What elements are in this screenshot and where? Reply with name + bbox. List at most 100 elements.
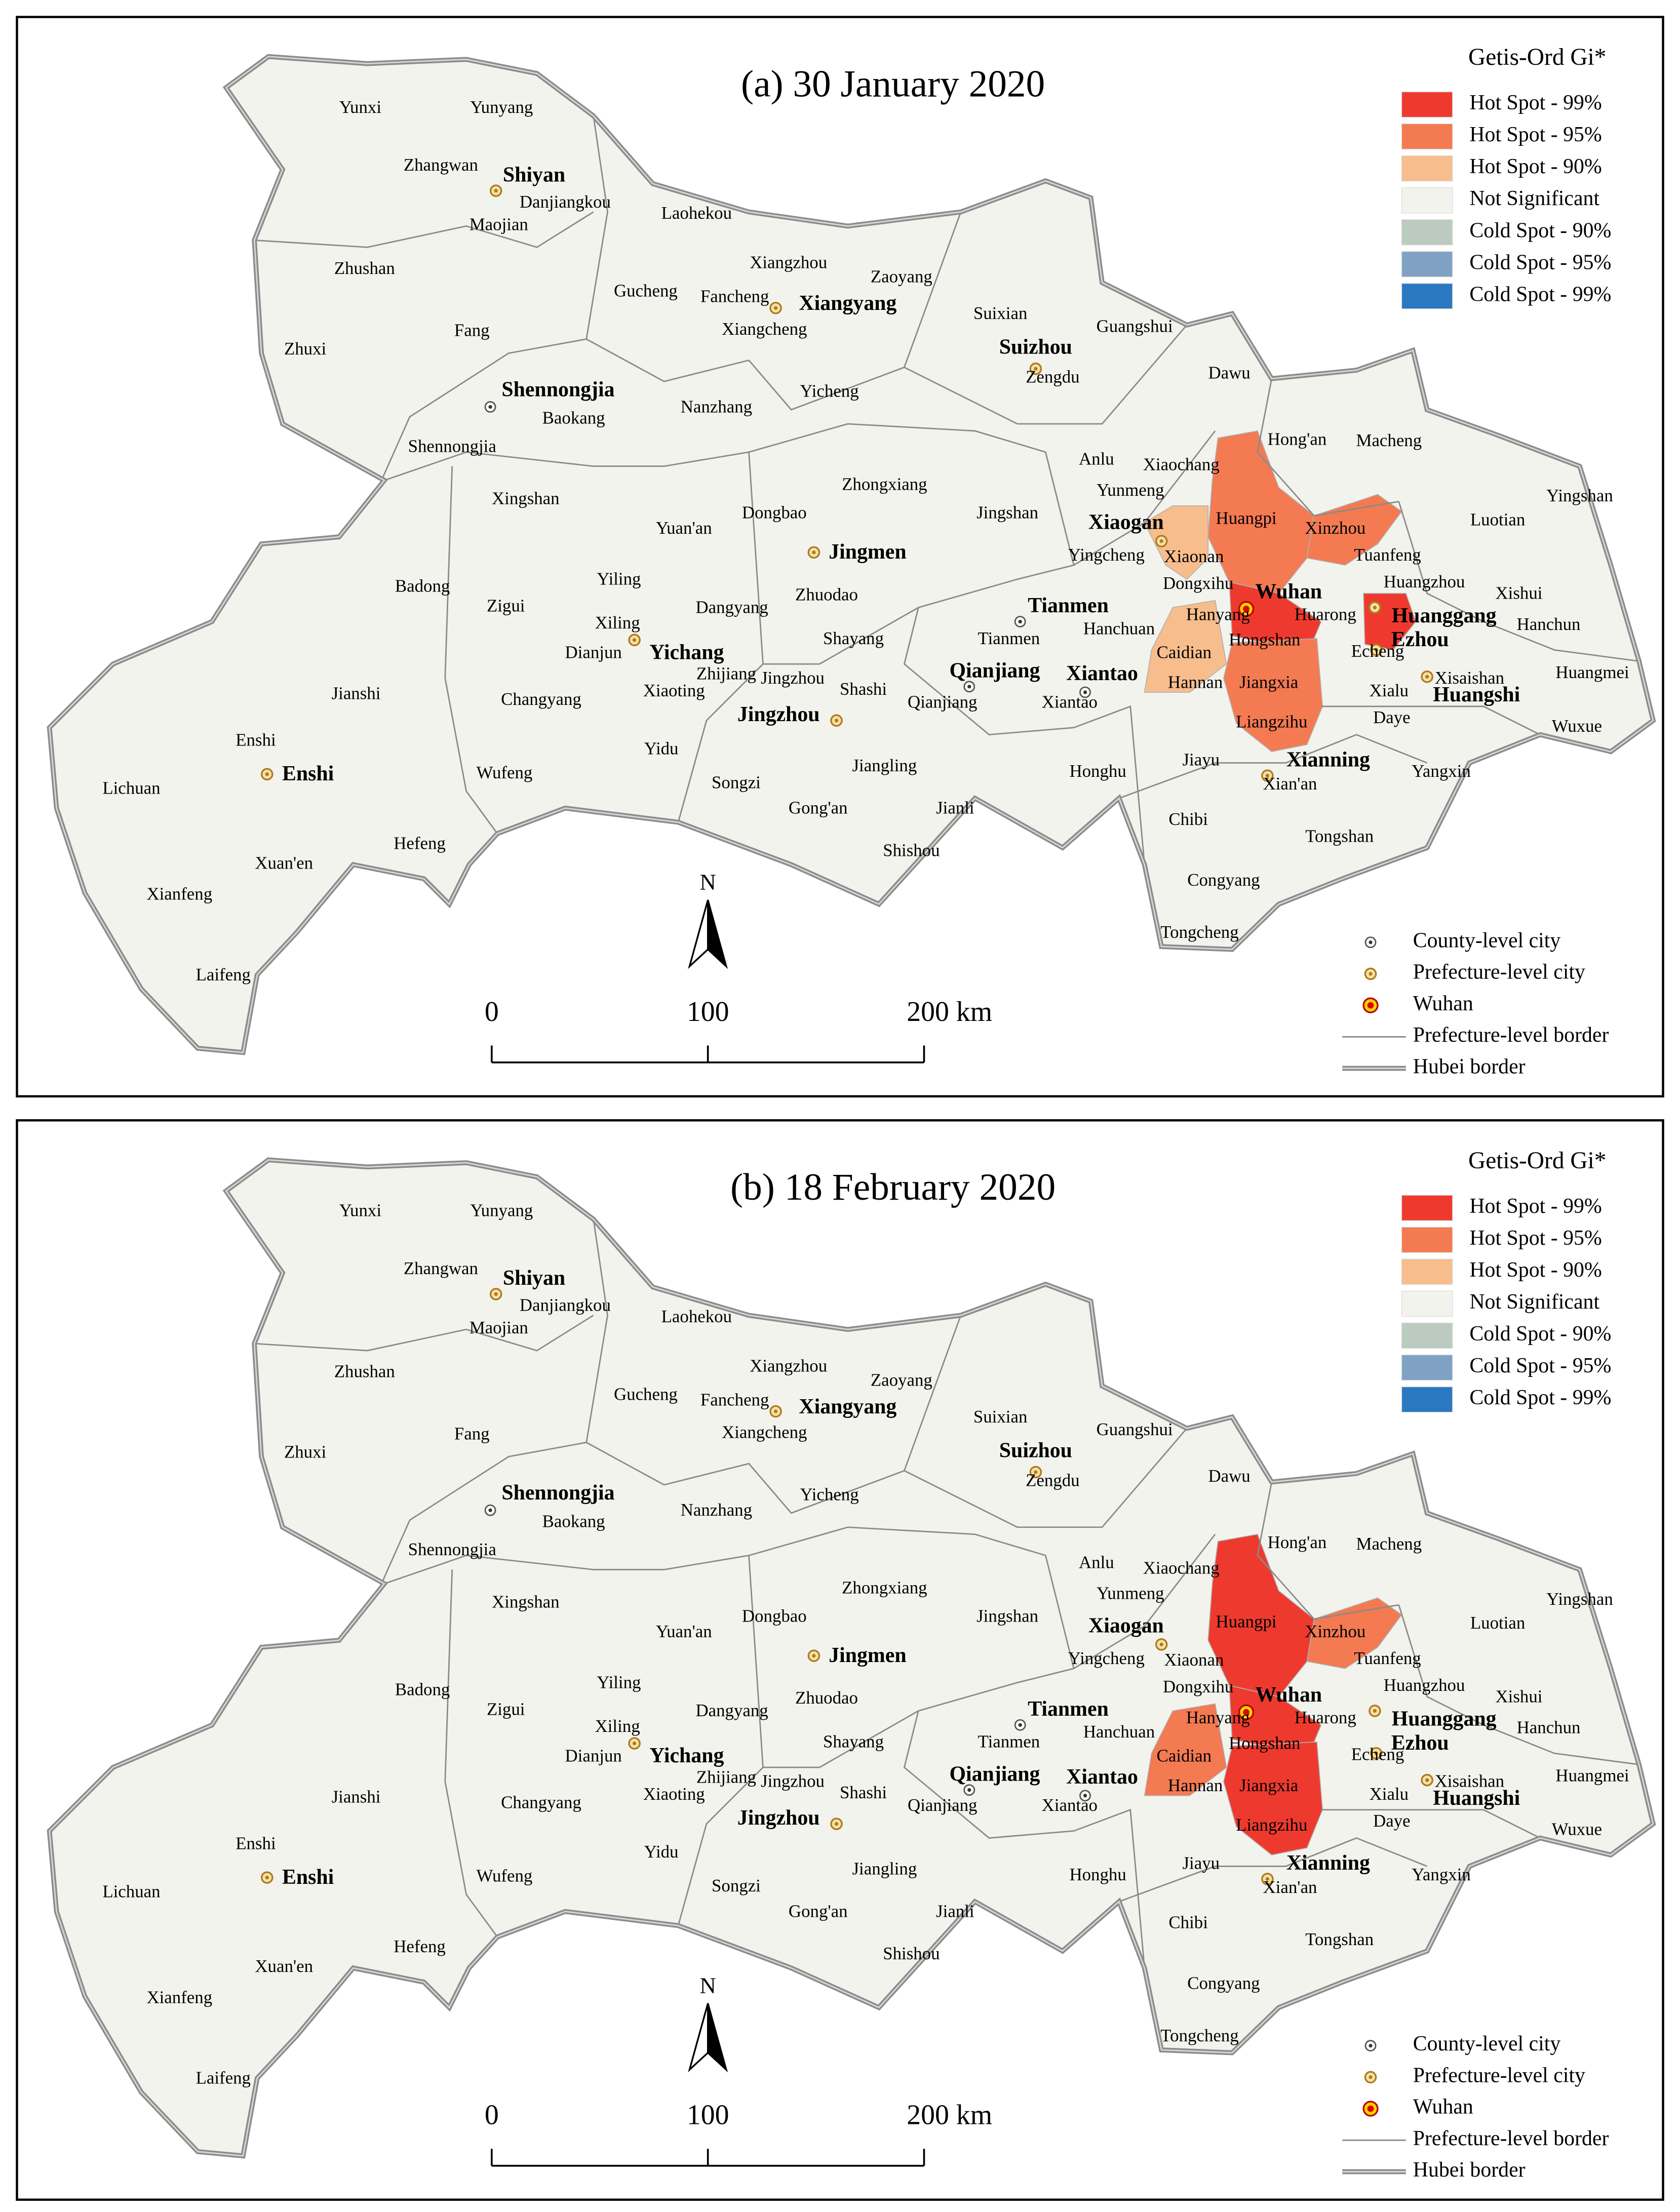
county-label: Dongbao <box>742 503 807 523</box>
legend-swatch <box>1401 1195 1453 1221</box>
north-label: N <box>700 1972 716 1998</box>
legend-label: Hot Spot - 90% <box>1469 1258 1601 1282</box>
prefecture-city-dot <box>1373 606 1377 610</box>
prefecture-border <box>748 423 1075 665</box>
prefecture-label: Xiantao <box>1066 1765 1138 1789</box>
legend-label: Not Significant <box>1469 1290 1599 1314</box>
prefecture-city-dot <box>1034 367 1038 371</box>
prefecture-city-dot <box>1369 972 1373 976</box>
prefecture-label: Yichang <box>649 1744 724 1767</box>
wuhan-dot <box>1243 1709 1249 1716</box>
prefecture-label: Xianning <box>1286 748 1370 771</box>
county-label: Shashi <box>840 679 887 699</box>
county-label: Hongshan <box>1229 1733 1300 1753</box>
prefecture-border <box>677 1767 764 1926</box>
north-arrow-right <box>707 899 728 969</box>
county-label: Yunyang <box>470 1201 533 1220</box>
prefecture-city-dot <box>1265 773 1270 778</box>
county-label: Yuan'an <box>656 518 712 538</box>
county-label: Huangzhou <box>1384 572 1465 591</box>
prefecture-border <box>384 1555 749 1585</box>
county-label: Shennongjia <box>408 1539 496 1559</box>
county-label: Dianjun <box>565 643 622 662</box>
legend-swatch <box>1401 1290 1453 1317</box>
county-label: Tuanfeng <box>1354 545 1421 565</box>
county-label: Huangpi <box>1216 1611 1277 1631</box>
north-arrow-right <box>707 2003 728 2073</box>
county-label: Hanchun <box>1517 614 1581 634</box>
county-label: Dangyang <box>695 1701 768 1720</box>
legend-swatch <box>1401 251 1453 278</box>
scale-label: 100 <box>687 2100 729 2131</box>
county-label: Xianfeng <box>146 884 212 904</box>
county-label: Shishou <box>883 840 940 860</box>
symbol-legend-label: Prefecture-level border <box>1413 2127 1609 2150</box>
prefecture-label: Huangshi <box>1433 683 1520 706</box>
county-label: Yingshan <box>1546 486 1613 505</box>
hot-spot-region <box>1306 494 1402 566</box>
county-label: Qianjiang <box>908 1795 977 1815</box>
legend-label: Cold Spot - 90% <box>1469 219 1611 242</box>
prefecture-border <box>1398 501 1639 662</box>
hot-spot-region <box>1223 638 1323 753</box>
prefecture-border <box>677 663 764 823</box>
north-label: N <box>700 870 716 895</box>
county-city-dot <box>488 405 492 409</box>
county-label: Nanzhang <box>681 397 752 416</box>
prefecture-label: Suizhou <box>999 1439 1072 1463</box>
county-label: Hefeng <box>394 833 446 853</box>
county-label: Huangzhou <box>1384 1675 1465 1695</box>
county-label: Xiangzhou <box>750 253 827 272</box>
hot-spot-region <box>1144 600 1227 693</box>
prefecture-city-dot <box>494 189 498 193</box>
county-label: Laifeng <box>196 965 251 984</box>
county-label: Shashi <box>840 1783 887 1802</box>
county-label: Huangmei <box>1555 662 1629 682</box>
county-label: Xialu <box>1370 681 1409 700</box>
legend-label: Cold Spot - 95% <box>1469 1354 1611 1377</box>
prefecture-label: Yichang <box>649 641 724 664</box>
county-label: Xiling <box>595 613 640 633</box>
prefecture-border <box>903 1711 1146 1968</box>
county-label: Xiaochang <box>1143 455 1220 475</box>
county-label: Zigui <box>487 596 525 616</box>
legend-label: Cold Spot - 90% <box>1469 1322 1611 1346</box>
county-label: Suixian <box>973 303 1028 323</box>
county-city-dot <box>967 1788 971 1792</box>
county-label: Caidian <box>1157 1746 1212 1765</box>
county-city-dot <box>1369 940 1373 944</box>
prefecture-city-dot <box>1373 1709 1377 1713</box>
county-label: Jianli <box>936 798 974 818</box>
county-label: Jianshi <box>332 1787 381 1806</box>
county-label: Xinzhou <box>1305 518 1365 538</box>
prefecture-city-dot <box>773 306 778 310</box>
county-label: Tianmen <box>978 1732 1040 1752</box>
legend-label: Hot Spot - 95% <box>1469 123 1601 146</box>
county-label: Xialu <box>1370 1784 1409 1804</box>
county-label: Yingcheng <box>1068 545 1145 565</box>
county-label: Yingshan <box>1546 1589 1613 1609</box>
county-label: Gong'an <box>789 1901 848 1921</box>
county-label: Chibi <box>1168 809 1208 829</box>
county-label: Anlu <box>1079 1552 1114 1572</box>
county-label: Tongshan <box>1305 1929 1374 1949</box>
county-label: Songzi <box>712 1876 761 1895</box>
county-label: Shennongjia <box>408 436 496 456</box>
county-label: Maojian <box>470 1318 528 1337</box>
prefecture-city-dot <box>1425 1778 1429 1782</box>
county-label: Dongxihu <box>1163 573 1233 593</box>
county-label: Yidu <box>644 738 679 758</box>
prefecture-border <box>1257 378 1399 517</box>
county-label: Maojian <box>470 214 528 234</box>
county-label: Zhushan <box>334 258 395 278</box>
prefecture-label: Ezhou <box>1391 1731 1449 1755</box>
prefecture-border <box>1321 1809 1541 1839</box>
hot-spot-region <box>1223 1741 1323 1855</box>
county-label: Honghu <box>1069 1865 1126 1884</box>
hot-spot-region <box>1144 1703 1227 1796</box>
prefecture-border <box>903 607 1146 865</box>
county-label: Tongcheng <box>1160 922 1238 942</box>
county-label: Yunmeng <box>1097 1584 1164 1603</box>
legend-swatch <box>1401 1354 1453 1381</box>
hot-spot-region <box>1144 505 1209 580</box>
